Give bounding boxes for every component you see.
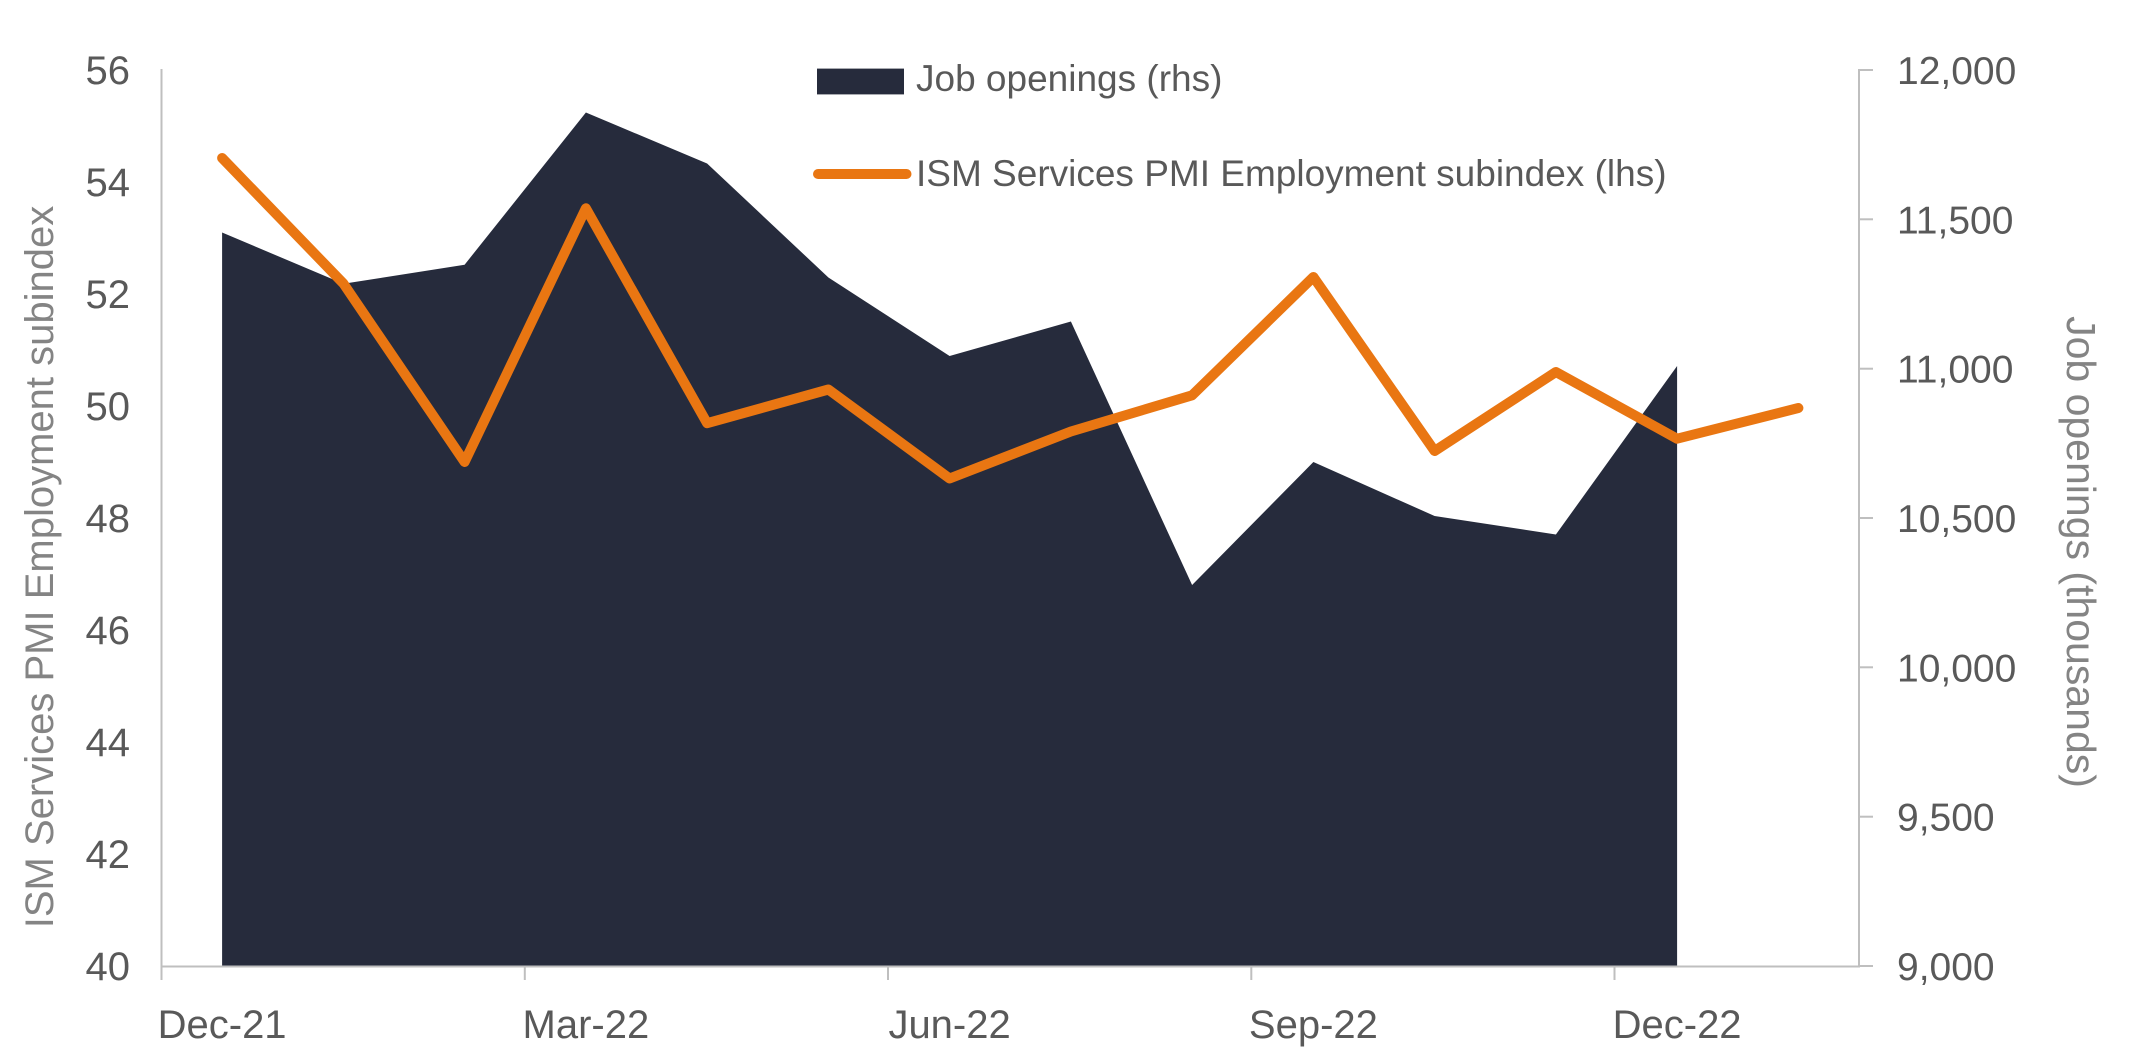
svg-text:44: 44 (86, 721, 131, 765)
svg-text:12,000: 12,000 (1897, 50, 2016, 93)
svg-text:56: 56 (86, 49, 131, 93)
svg-text:52: 52 (86, 273, 131, 317)
svg-text:Dec-21: Dec-21 (158, 1003, 287, 1047)
svg-text:9,500: 9,500 (1897, 797, 1995, 840)
svg-text:Job openings (rhs): Job openings (rhs) (916, 58, 1222, 99)
svg-text:Mar-22: Mar-22 (523, 1003, 650, 1047)
svg-text:10,000: 10,000 (1897, 647, 2016, 690)
svg-text:Sep-22: Sep-22 (1249, 1003, 1378, 1047)
svg-text:50: 50 (86, 385, 131, 429)
svg-text:11,500: 11,500 (1897, 199, 2013, 242)
svg-text:46: 46 (86, 609, 131, 653)
svg-text:Job openings (thousands): Job openings (thousands) (2058, 316, 2104, 788)
svg-text:ISM Services PMI Employment su: ISM Services PMI Employment subindex (18, 206, 62, 928)
svg-text:42: 42 (86, 833, 131, 877)
svg-text:Dec-22: Dec-22 (1613, 1003, 1742, 1047)
svg-text:9,000: 9,000 (1897, 946, 1995, 989)
svg-text:10,500: 10,500 (1897, 498, 2016, 541)
svg-text:ISM Services PMI Employment su: ISM Services PMI Employment subindex (lh… (916, 153, 1667, 194)
svg-text:40: 40 (86, 945, 131, 989)
svg-text:54: 54 (86, 161, 131, 205)
svg-text:11,000: 11,000 (1897, 349, 2013, 392)
svg-text:Jun-22: Jun-22 (888, 1003, 1010, 1047)
svg-text:48: 48 (86, 497, 131, 541)
